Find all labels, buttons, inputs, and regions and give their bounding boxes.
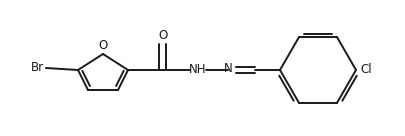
Text: O: O <box>158 29 167 42</box>
Text: NH: NH <box>189 64 206 76</box>
Text: Cl: Cl <box>359 64 371 76</box>
Text: N: N <box>223 63 232 75</box>
Text: O: O <box>98 39 107 52</box>
Text: Br: Br <box>31 61 44 75</box>
